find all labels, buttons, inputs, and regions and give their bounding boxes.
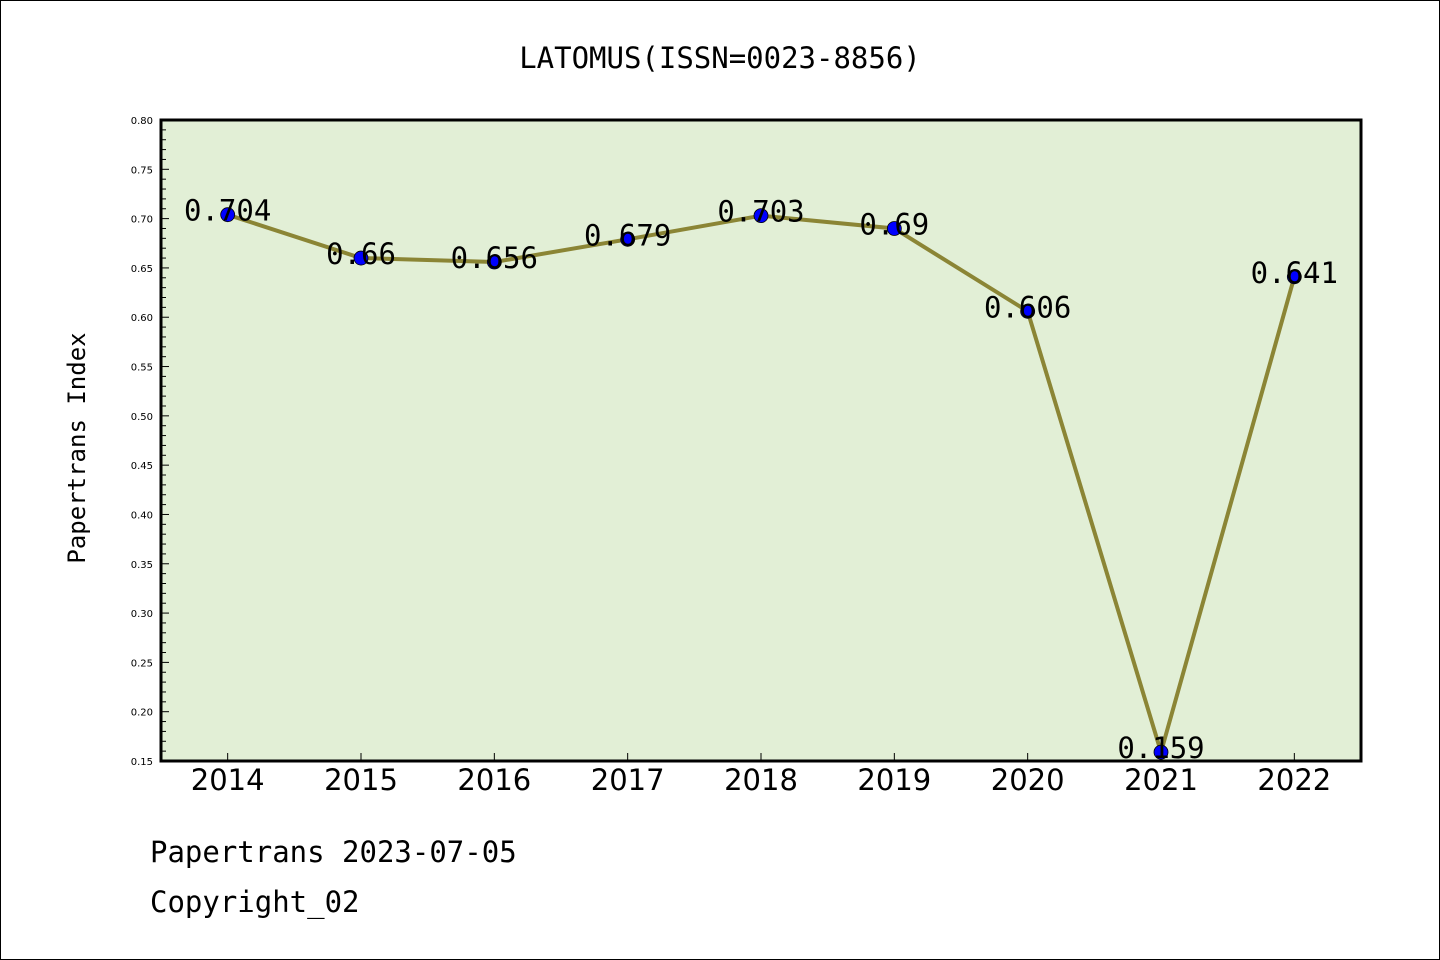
x-tick-label: 2020: [991, 763, 1065, 797]
y-tick-label: 0.80: [131, 116, 153, 127]
x-tick-label: 2022: [1257, 763, 1331, 797]
data-point: [353, 250, 369, 266]
data-label: 0.641: [1251, 256, 1338, 290]
data-label: 0.66: [326, 237, 396, 271]
y-tick-label: 0.40: [131, 510, 153, 521]
y-axis-label: Papertrans Index: [63, 332, 91, 563]
footer-copyright: Copyright_02: [150, 885, 360, 919]
y-tick-label: 0.45: [131, 461, 153, 472]
x-axis: 2014 2015 2016 2017 2018 2019 2020 2021 2022: [191, 753, 1331, 797]
y-tick-label: 0.65: [131, 264, 153, 275]
x-tick-label: 2015: [324, 763, 398, 797]
data-labels: 0.704 0.66 0.656 0.679 0.703 0.69 0.606 0.159 0.…: [184, 194, 1338, 765]
plot-area: [159, 118, 1363, 763]
y-tick-label: 0.35: [131, 560, 153, 571]
data-label: 0.606: [984, 290, 1071, 324]
x-tick-label: 2019: [857, 763, 931, 797]
data-point: [1020, 303, 1036, 319]
y-tick-label: 0.55: [131, 363, 153, 374]
y-tick-label: 0.60: [131, 313, 153, 324]
data-point: [886, 221, 902, 236]
x-tick-label: 2021: [1124, 763, 1198, 797]
y-tick-label: 0.30: [131, 609, 153, 620]
data-label: 0.159: [1117, 731, 1204, 765]
data-point: [486, 254, 502, 270]
x-tick-label: 2016: [457, 763, 531, 797]
chart-title: LATOMUS(ISSN=0023-8856): [519, 41, 921, 75]
footer-source: Papertrans 2023-07-05: [150, 835, 517, 869]
data-point: [1286, 269, 1302, 285]
series-markers: [220, 207, 1302, 760]
y-tick-label: 0.25: [131, 658, 153, 669]
y-tick-label: 0.20: [131, 708, 153, 719]
data-label: 0.69: [859, 207, 929, 241]
data-point: [1153, 744, 1169, 760]
y-tick-label: 0.15: [131, 757, 153, 768]
y-tick-label: 0.75: [131, 165, 153, 176]
data-label: 0.679: [584, 218, 671, 252]
x-tick-label: 2014: [191, 763, 265, 797]
x-tick-label: 2018: [724, 763, 798, 797]
y-axis: 0.15 0.20 0.25 0.30 0.35 0.40 0.45 0.50 0.55 0.60…: [131, 116, 169, 768]
data-label: 0.704: [184, 194, 271, 228]
y-tick-label: 0.50: [131, 412, 153, 423]
data-point: [753, 208, 769, 224]
x-tick-label: 2017: [591, 763, 665, 797]
y-tick-label: 0.70: [131, 215, 153, 226]
data-point: [620, 231, 636, 247]
data-label: 0.703: [717, 195, 804, 229]
data-point: [220, 207, 236, 223]
data-label: 0.656: [451, 241, 538, 275]
